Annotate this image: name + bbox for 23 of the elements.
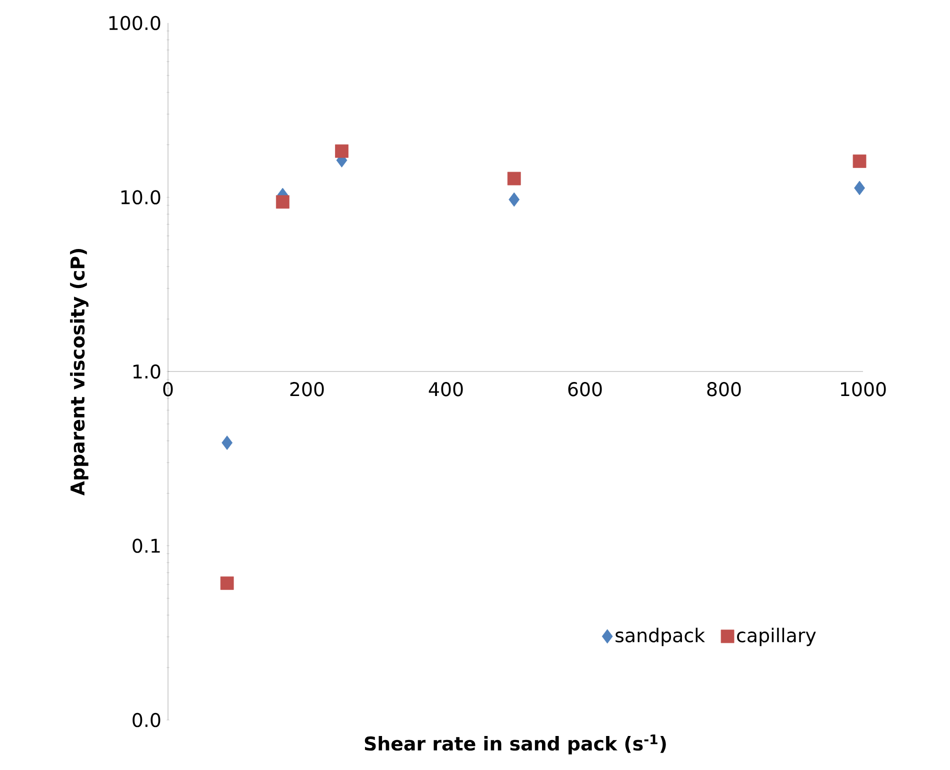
x-tick-label: 1000: [841, 382, 886, 396]
y-tick-label: 10.0: [121, 190, 160, 204]
y-tick-label: 0.0: [132, 712, 160, 728]
x-axis-title: Shear rate in sand pack (s$^{-1}$): [364, 734, 666, 754]
x-tick-label: 400: [428, 382, 463, 396]
point: [507, 172, 521, 186]
x-tick-label: 600: [568, 382, 602, 396]
point: [222, 436, 233, 450]
point: [220, 576, 234, 590]
point: [508, 192, 520, 207]
x-tick-label: 0: [163, 382, 173, 396]
y-axis-title: Apparent viscosity (cP): [70, 248, 88, 496]
point: [335, 144, 348, 158]
x-tick-label: 200: [290, 382, 324, 396]
legend-label: capillary: [737, 628, 816, 646]
point: [276, 195, 290, 209]
x-tick-label: 800: [707, 382, 741, 396]
point: [852, 154, 866, 168]
legend-label: sandpack: [616, 628, 706, 646]
point: [854, 180, 865, 196]
y-tick-label: 0.1: [132, 538, 160, 553]
y-tick-label: 1.0: [133, 364, 160, 379]
y-tick-label: 100.0: [109, 16, 160, 30]
